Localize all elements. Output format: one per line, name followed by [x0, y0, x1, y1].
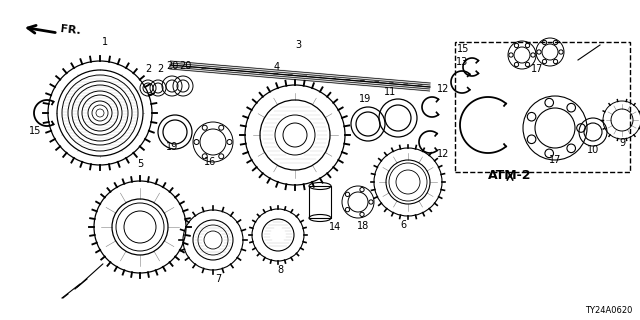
- Text: 5: 5: [137, 159, 143, 169]
- Text: FR.: FR.: [60, 24, 81, 36]
- Text: 15: 15: [29, 126, 41, 136]
- Text: 20: 20: [179, 61, 191, 71]
- Text: 14: 14: [329, 222, 341, 232]
- Text: 15: 15: [457, 44, 469, 54]
- Text: 17: 17: [549, 155, 561, 165]
- Text: 12: 12: [437, 84, 449, 94]
- Text: 11: 11: [384, 87, 396, 97]
- Text: 3: 3: [295, 40, 301, 50]
- Text: 2: 2: [145, 64, 151, 74]
- Text: 19: 19: [359, 94, 371, 104]
- Bar: [309, 186, 331, 218]
- Text: TY24A0620: TY24A0620: [584, 306, 632, 315]
- Text: 6: 6: [400, 220, 406, 230]
- Text: 2: 2: [157, 64, 163, 74]
- Text: 12: 12: [437, 149, 449, 159]
- Text: 13: 13: [456, 57, 468, 67]
- Text: 10: 10: [587, 145, 599, 155]
- Text: 16: 16: [204, 157, 216, 167]
- Text: 17: 17: [531, 64, 543, 74]
- Text: 1: 1: [102, 37, 108, 47]
- Text: ATM-2: ATM-2: [488, 169, 532, 182]
- Text: 8: 8: [277, 265, 283, 275]
- Text: 4: 4: [274, 62, 280, 72]
- Text: 19: 19: [166, 142, 178, 152]
- Text: 9: 9: [619, 138, 625, 148]
- Text: 7: 7: [215, 274, 221, 284]
- Bar: [455, 42, 630, 172]
- Text: 20: 20: [166, 61, 178, 71]
- Text: 18: 18: [357, 221, 369, 231]
